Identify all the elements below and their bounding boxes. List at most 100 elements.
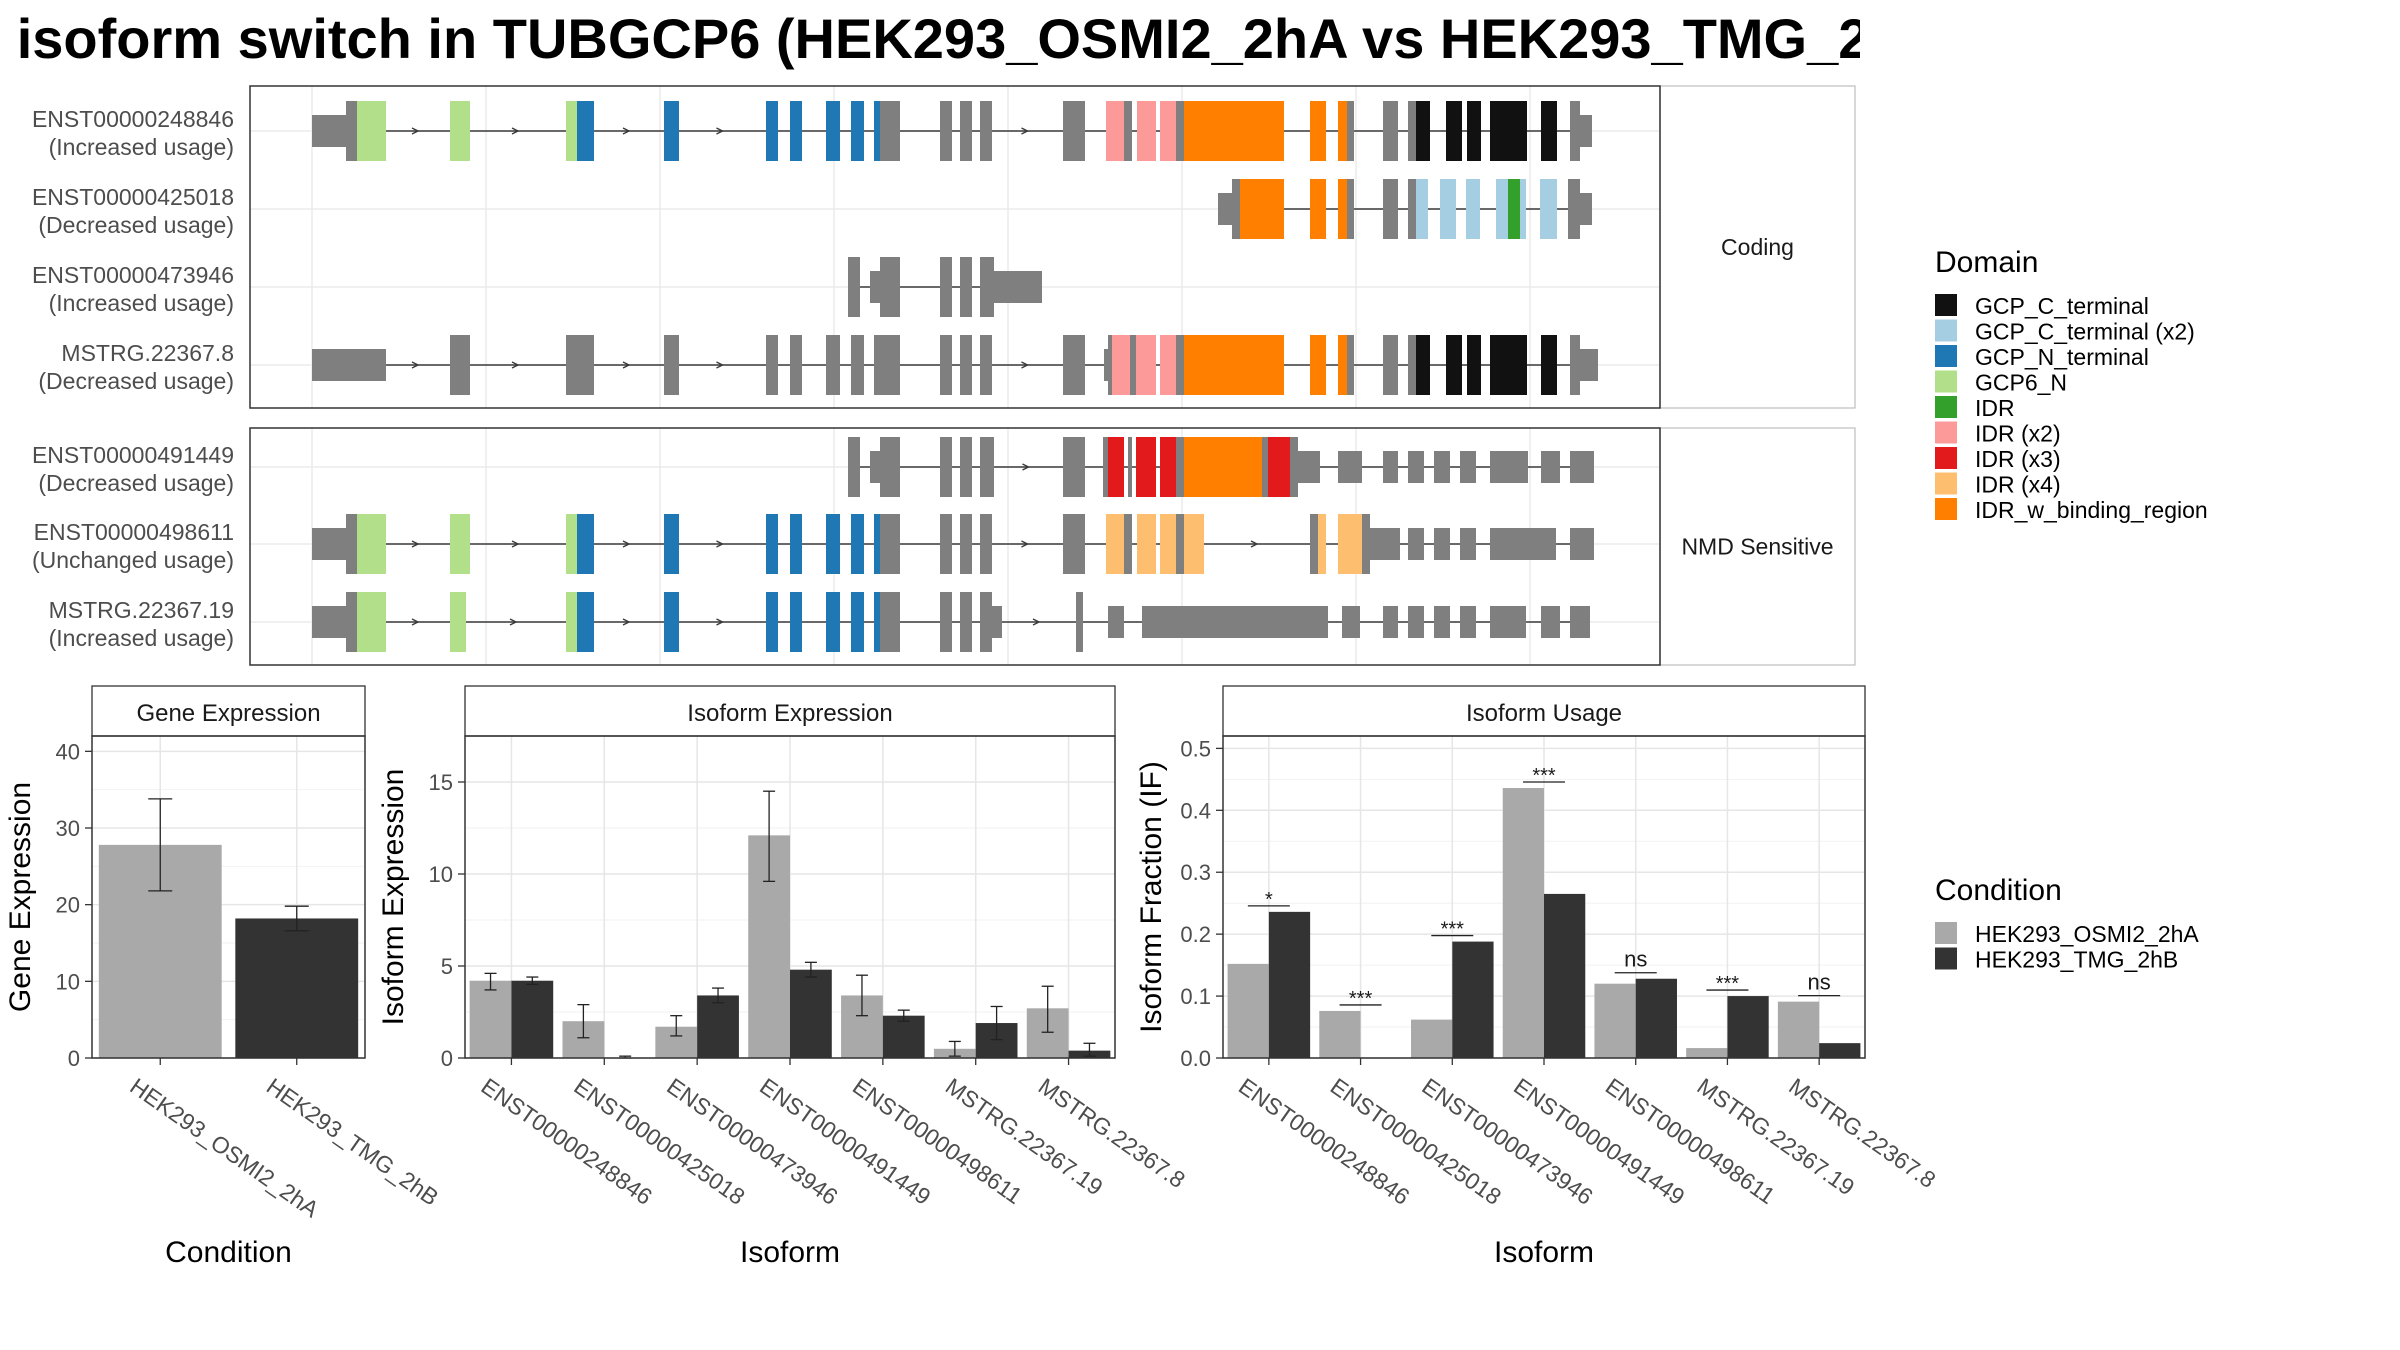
exon bbox=[870, 271, 880, 303]
intron-direction-arrow bbox=[716, 540, 725, 548]
domain-exon bbox=[766, 514, 778, 574]
figure-title: e isoform switch in TUBGCP6 (HEK293_OSMI… bbox=[0, 7, 1860, 70]
y-tick-label: 0.5 bbox=[1180, 736, 1211, 761]
exon bbox=[1568, 179, 1580, 239]
exon bbox=[980, 514, 992, 574]
domain-exon bbox=[851, 101, 864, 161]
legend-label: IDR (x3) bbox=[1975, 446, 2061, 472]
exon bbox=[1570, 101, 1580, 161]
domain-exon bbox=[790, 101, 802, 161]
exon bbox=[1434, 528, 1450, 560]
isoform-usage: (Increased usage) bbox=[49, 134, 234, 160]
domain-exon bbox=[1268, 437, 1290, 497]
domain-exon bbox=[1160, 437, 1176, 497]
bar-ENST00000248846-HEK293_TMG_2hB bbox=[1268, 911, 1311, 1058]
y-tick-label: 0 bbox=[68, 1046, 80, 1071]
significance-label: *** bbox=[1441, 919, 1465, 941]
exon bbox=[1383, 335, 1398, 395]
exon bbox=[1490, 606, 1526, 638]
exon bbox=[880, 514, 900, 574]
exon bbox=[1408, 101, 1416, 161]
bar-ENST00000498611-HEK293_OSMI2_2hA bbox=[1594, 983, 1636, 1058]
y-tick-label: 0.4 bbox=[1180, 798, 1211, 823]
domain-exon bbox=[577, 101, 594, 161]
exon bbox=[312, 115, 346, 147]
x-tick-label: ENST00000491449 bbox=[1509, 1073, 1689, 1210]
significance-label: *** bbox=[1716, 973, 1740, 995]
x-axis-title: Isoform bbox=[740, 1236, 840, 1269]
exon bbox=[1580, 115, 1592, 147]
domain-exon bbox=[1508, 179, 1520, 239]
exon bbox=[1408, 451, 1424, 483]
x-tick-label: MSTRG.22367.19 bbox=[1693, 1073, 1860, 1201]
exon bbox=[1176, 437, 1184, 497]
exon bbox=[1262, 437, 1268, 497]
exon bbox=[450, 335, 470, 395]
domain-exon bbox=[1496, 179, 1508, 239]
exon bbox=[980, 437, 994, 497]
exon bbox=[960, 592, 972, 652]
legend-label: IDR_w_binding_region bbox=[1975, 497, 2208, 523]
exon bbox=[1128, 437, 1132, 497]
error-bar bbox=[284, 905, 309, 932]
significance-label: * bbox=[1265, 889, 1273, 911]
domain-exon bbox=[1184, 335, 1284, 395]
y-axis-title: Isoform Expression bbox=[377, 769, 410, 1026]
exon bbox=[1176, 335, 1184, 395]
chart-title: Isoform Usage bbox=[1466, 700, 1622, 727]
exon bbox=[1408, 606, 1424, 638]
domain-exon bbox=[1160, 514, 1176, 574]
legend-key bbox=[1935, 421, 1957, 444]
exon bbox=[1130, 335, 1136, 395]
x-tick-label: ENST00000473946 bbox=[1417, 1073, 1597, 1210]
significance-label: *** bbox=[1349, 988, 1373, 1010]
legend-key bbox=[1935, 498, 1957, 520]
legend-key bbox=[1935, 947, 1957, 970]
intron-direction-arrow bbox=[716, 618, 725, 626]
exon bbox=[880, 437, 900, 497]
exon bbox=[848, 437, 860, 497]
exon bbox=[312, 606, 346, 638]
bar-ENST00000491449-HEK293_OSMI2_2hA bbox=[1502, 788, 1544, 1058]
exon bbox=[1541, 606, 1560, 638]
exon bbox=[346, 514, 357, 574]
significance-label: *** bbox=[1532, 765, 1556, 787]
exon bbox=[1347, 179, 1354, 239]
exon bbox=[1383, 606, 1398, 638]
intron-direction-arrow bbox=[1021, 127, 1030, 135]
facet-strip bbox=[1659, 85, 1856, 409]
exon bbox=[766, 335, 778, 395]
exon bbox=[1108, 606, 1124, 638]
error-bar bbox=[712, 987, 725, 1004]
x-tick-label: ENST00000248846 bbox=[477, 1073, 657, 1210]
bar-MSTRG.22367.8-HEK293_TMG_2hB bbox=[1819, 1043, 1861, 1058]
isoform-row: MSTRG.22367.19(Increased usage) bbox=[49, 592, 1590, 652]
exon bbox=[790, 335, 802, 395]
y-tick-label: 15 bbox=[429, 770, 453, 795]
exon bbox=[960, 257, 972, 317]
exon bbox=[960, 101, 972, 161]
domain-exon bbox=[851, 514, 864, 574]
domain-exon bbox=[826, 101, 840, 161]
isoform-name: ENST00000473946 bbox=[32, 262, 234, 288]
plot-border bbox=[91, 735, 366, 1059]
exon bbox=[312, 349, 386, 381]
legend-key bbox=[1935, 922, 1957, 944]
domain-exon bbox=[874, 514, 880, 574]
x-tick-label: ENST00000473946 bbox=[662, 1073, 842, 1210]
domain-exon bbox=[357, 592, 386, 652]
exon bbox=[980, 592, 992, 652]
legend-label: GCP_C_terminal bbox=[1975, 293, 2149, 319]
domain-exon bbox=[450, 101, 470, 161]
domain-exon bbox=[1136, 335, 1156, 395]
exon bbox=[1063, 514, 1085, 574]
bar-MSTRG.22367.19-HEK293_OSMI2_2hA bbox=[1686, 1048, 1728, 1058]
exon bbox=[851, 335, 864, 395]
bar-charts: Gene Expression010203040HEK293_OSMI2_2hA… bbox=[4, 685, 1941, 1269]
exon bbox=[1124, 101, 1132, 161]
intron-direction-arrow bbox=[1250, 540, 1259, 548]
isoform-name: ENST00000248846 bbox=[32, 106, 234, 132]
domain-exon bbox=[851, 592, 864, 652]
